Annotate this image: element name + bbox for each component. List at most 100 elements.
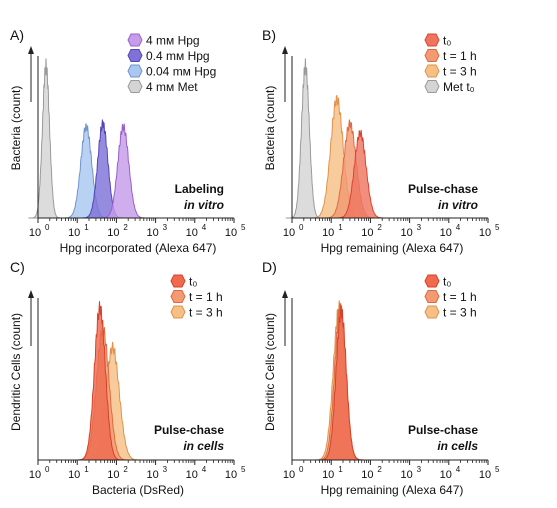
legend-label: t = 3 h [443, 65, 477, 79]
x-tick-exponent: 5 [495, 465, 500, 474]
x-tick-label: 10 [186, 469, 198, 481]
x-tick-exponent: 5 [241, 223, 246, 232]
legend-swatch [127, 33, 143, 47]
y-axis-arrow-head [28, 46, 34, 54]
y-axis-label: Bacteria (count) [263, 86, 277, 171]
x-tick-label: 10 [361, 227, 373, 239]
annotation-line-1: Labeling [175, 182, 224, 196]
panel-letter: A) [10, 27, 24, 43]
panel-d: D) Dendritic Cells (count) 10 0 10 1 10 2 10 3 10 4… [262, 259, 500, 497]
panel-letter: C) [10, 259, 25, 275]
x-tick-exponent: 4 [456, 223, 461, 232]
x-tick-exponent: 5 [495, 223, 500, 232]
x-tick-label: 10 [479, 469, 491, 481]
annotation-line-2: in vitro [184, 198, 224, 212]
x-tick-label: 10 [322, 227, 334, 239]
x-tick-exponent: 5 [241, 465, 246, 474]
x-tick-exponent: 2 [377, 223, 382, 232]
legend-swatch [170, 305, 186, 319]
x-tick-exponent: 0 [299, 223, 304, 232]
annotation-line-1: Pulse-chase [408, 423, 478, 437]
x-tick-label: 10 [440, 469, 452, 481]
legend-label: Met t₀ [443, 80, 475, 94]
x-tick-label: 10 [146, 227, 158, 239]
legend-swatch [424, 33, 440, 47]
legend-label: 0.04 mм Hpg [146, 65, 216, 79]
legend-label: t₀ [443, 275, 451, 289]
annotation-line-2: in cells [183, 439, 224, 453]
annotation-line-1: Pulse-chase [408, 182, 478, 196]
legend-label: t = 1 h [443, 290, 477, 304]
legend-label: t = 3 h [189, 306, 223, 320]
histogram-series [315, 304, 367, 461]
x-tick-exponent: 1 [338, 465, 343, 474]
histogram-series [28, 58, 64, 219]
legend-swatch [424, 290, 440, 303]
x-tick-label: 10 [440, 227, 452, 239]
legend-swatch [424, 80, 440, 93]
y-axis-arrow-head [282, 46, 288, 54]
x-tick-label: 10 [361, 469, 373, 481]
y-axis-label: Dendritic Cells (count) [9, 313, 23, 431]
x-tick-exponent: 0 [45, 465, 50, 474]
x-tick-exponent: 0 [299, 465, 304, 474]
x-tick-label: 10 [107, 469, 119, 481]
panel-b: B) Bacteria (count) 10 0 10 1 10 2 10 3 10 4 10 5 Hpg … [262, 27, 500, 255]
x-tick-exponent: 4 [202, 465, 207, 474]
legend-label: 4 mм Hpg [146, 34, 200, 48]
x-axis-label: Hpg remaining (Alexa 647) [321, 241, 464, 255]
x-tick-label: 10 [283, 227, 295, 239]
x-tick-label: 10 [283, 469, 295, 481]
x-axis-label: Bacteria (DsRed) [92, 483, 184, 497]
x-tick-exponent: 3 [417, 465, 422, 474]
legend-label: t₀ [189, 275, 197, 289]
x-tick-label: 10 [225, 469, 237, 481]
x-tick-label: 10 [68, 469, 80, 481]
x-tick-label: 10 [107, 227, 119, 239]
x-tick-exponent: 2 [123, 465, 128, 474]
panel-letter: B) [262, 27, 276, 43]
x-tick-exponent: 2 [123, 223, 128, 232]
y-axis-arrow-head [28, 290, 34, 298]
legend-label: t = 1 h [189, 290, 223, 304]
x-tick-label: 10 [29, 227, 41, 239]
legend-swatch [127, 49, 143, 62]
annotation-line-2: in cells [437, 439, 478, 453]
legend-swatch [170, 290, 186, 303]
y-axis-arrow-head [282, 290, 288, 298]
x-tick-label: 10 [186, 227, 198, 239]
legend-label: t₀ [443, 34, 451, 48]
legend-label: 4 mм Met [146, 80, 198, 94]
x-tick-label: 10 [68, 227, 80, 239]
x-tick-exponent: 3 [417, 223, 422, 232]
annotation-line-2: in vitro [438, 198, 478, 212]
x-axis-label: Hpg remaining (Alexa 647) [321, 483, 464, 497]
x-tick-exponent: 1 [84, 223, 89, 232]
x-tick-exponent: 1 [338, 223, 343, 232]
panel-c: C) Dendritic Cells (count) 10 0 10 1 10 2 10 3 10 4… [9, 259, 246, 497]
legend-swatch [424, 64, 440, 78]
x-tick-exponent: 4 [456, 465, 461, 474]
legend-swatch [127, 64, 143, 78]
y-axis-label: Bacteria (count) [9, 86, 23, 171]
panel-letter: D) [262, 259, 277, 275]
x-axis-label: Hpg incorporated (Alexa 647) [60, 241, 217, 255]
legend-swatch [170, 274, 186, 288]
x-tick-label: 10 [146, 469, 158, 481]
y-axis-label: Dendritic Cells (count) [263, 313, 277, 431]
x-tick-label: 10 [225, 227, 237, 239]
legend-label: t = 3 h [443, 306, 477, 320]
annotation-line-1: Pulse-chase [154, 423, 224, 437]
x-tick-label: 10 [400, 227, 412, 239]
legend-swatch [424, 305, 440, 319]
x-tick-exponent: 2 [377, 465, 382, 474]
x-tick-label: 10 [29, 469, 41, 481]
x-tick-exponent: 4 [202, 223, 207, 232]
legend-label: t = 1 h [443, 49, 477, 63]
x-tick-label: 10 [322, 469, 334, 481]
x-tick-exponent: 1 [84, 465, 89, 474]
x-tick-exponent: 3 [163, 465, 168, 474]
panel-a: A) Bacteria (count) 10 0 10 1 10 2 10 3 10 4 10 5 Hpg … [9, 27, 246, 255]
x-tick-exponent: 0 [45, 223, 50, 232]
